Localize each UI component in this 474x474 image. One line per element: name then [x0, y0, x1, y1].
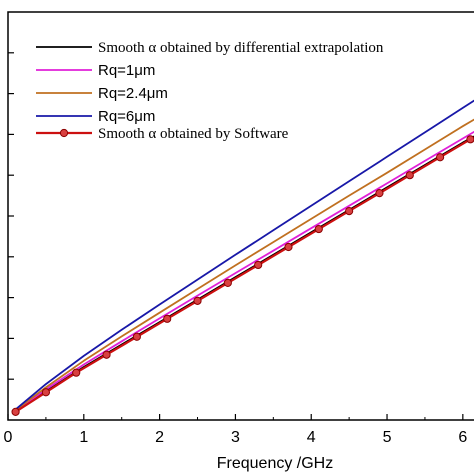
x-tick-label: 5 [383, 429, 392, 446]
data-point [41, 388, 51, 397]
data-point [132, 332, 141, 341]
x-tick-label: 6 [458, 429, 467, 446]
data-point [193, 296, 202, 305]
series-line-2 [15, 118, 474, 411]
data-point [375, 189, 384, 198]
data-point [314, 224, 323, 234]
data-point [102, 350, 111, 359]
data-point [466, 135, 474, 144]
x-tick-label: 1 [79, 429, 88, 446]
plot-frame [7, 11, 474, 421]
series-line-4 [15, 138, 471, 413]
series-line-1 [15, 130, 474, 412]
x-axis-ticks: 0 1 2 3 4 5 6 [4, 414, 467, 446]
data-point [345, 207, 354, 216]
data-point [163, 314, 172, 323]
series-line-3 [15, 99, 474, 411]
x-tick-label: 4 [307, 429, 316, 446]
legend-label: Rq=2.4μm [98, 85, 168, 102]
legend: Smooth α obtained by differential extrap… [36, 40, 384, 142]
x-tick-label: 2 [155, 429, 164, 446]
data-point [284, 242, 293, 252]
legend-label: Smooth α obtained by differential extrap… [98, 40, 384, 56]
data-point [11, 407, 20, 416]
data-point [72, 368, 81, 377]
legend-label: Rq=1μm [98, 62, 155, 79]
x-tick-label: 0 [4, 429, 13, 446]
data-point [435, 153, 445, 162]
data-point [223, 278, 232, 288]
y-axis-ticks [8, 52, 14, 380]
series-lines [15, 99, 474, 413]
data-point [405, 171, 414, 180]
data-point [254, 260, 263, 270]
x-tick-label: 3 [231, 429, 240, 446]
legend-label: Smooth α obtained by Software [98, 126, 289, 142]
x-axis-label: Frequency /GHz [217, 455, 333, 472]
legend-marker [59, 128, 69, 138]
series-markers [11, 135, 474, 416]
legend-label: Rq=6μm [98, 108, 155, 125]
